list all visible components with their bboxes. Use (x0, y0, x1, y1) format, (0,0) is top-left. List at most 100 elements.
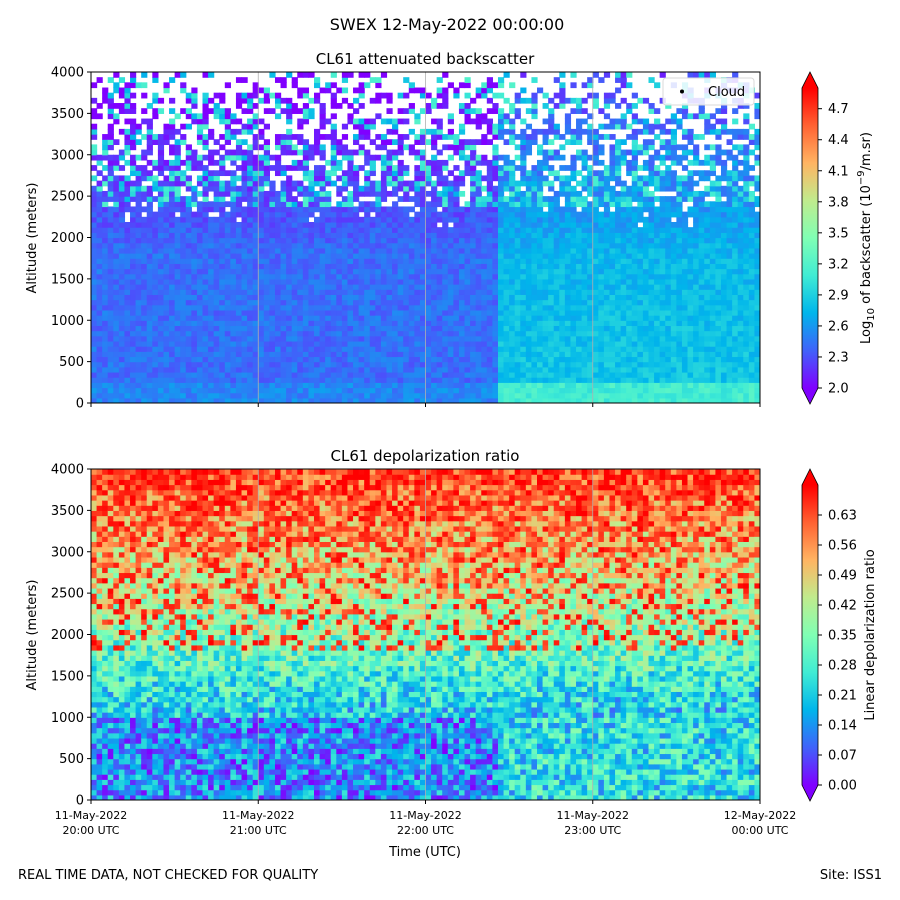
heatmap-cell (269, 278, 276, 285)
heatmap-cell (375, 315, 382, 321)
heatmap-cell (185, 382, 192, 389)
heatmap-cell (386, 118, 393, 125)
heatmap-cell (124, 309, 131, 316)
heatmap-cell (436, 330, 443, 337)
heatmap-cell (375, 284, 382, 290)
heatmap-cell (174, 278, 181, 285)
heatmap-cell (514, 315, 521, 321)
heatmap-cell (247, 304, 254, 311)
heatmap-cell (447, 128, 454, 135)
heatmap-cell (91, 325, 98, 332)
heatmap-cell (497, 253, 505, 259)
heatmap-cell (442, 185, 449, 192)
heatmap-cell (358, 149, 365, 156)
heatmap-cell (436, 340, 443, 347)
heatmap-cell (592, 330, 599, 337)
heatmap-cell (503, 170, 510, 177)
heatmap-cell (353, 366, 360, 373)
heatmap-cell (113, 82, 120, 89)
heatmap-cell (542, 268, 549, 275)
heatmap-cell (325, 273, 332, 280)
heatmap-cell (146, 221, 153, 228)
heatmap-cell (208, 330, 215, 337)
heatmap-cell (559, 325, 566, 332)
heatmap-cell (118, 185, 126, 192)
heatmap-cell (124, 97, 131, 104)
heatmap-cell (408, 103, 415, 109)
heatmap-cell (247, 346, 254, 352)
heatmap-cell (302, 273, 310, 280)
heatmap-cell (458, 289, 466, 295)
heatmap-cell (592, 253, 599, 259)
heatmap-cell (414, 118, 421, 125)
heatmap-cell (570, 299, 577, 306)
heatmap-cell (570, 309, 577, 316)
heatmap-cell (174, 392, 181, 399)
heatmap-cell (570, 335, 577, 342)
heatmap-cell (520, 273, 527, 280)
heatmap-cell (431, 242, 438, 249)
heatmap-cell (280, 108, 287, 114)
heatmap-cell (548, 221, 555, 228)
heatmap-cell (492, 196, 499, 202)
heatmap-cell (325, 320, 332, 327)
heatmap-cell (96, 154, 103, 161)
heatmap-cell (191, 289, 198, 295)
heatmap-cell (235, 154, 243, 161)
heatmap-cell (470, 382, 477, 389)
heatmap-cell (548, 340, 555, 347)
heatmap-cell (542, 346, 549, 352)
heatmap-cell (213, 387, 220, 394)
heatmap-cell (548, 377, 555, 383)
heatmap-cell (286, 216, 293, 223)
heatmap-cell (280, 149, 287, 156)
heatmap-cell (113, 216, 120, 223)
heatmap-cell (135, 190, 142, 197)
heatmap-cell (436, 232, 443, 239)
heatmap-cell (475, 247, 482, 254)
heatmap-cell (397, 346, 404, 352)
heatmap-cell (520, 232, 527, 239)
heatmap-cell (308, 320, 315, 327)
heatmap-cell (447, 82, 454, 89)
heatmap-cell (224, 108, 231, 114)
heatmap-cell (570, 284, 577, 290)
heatmap-cell (252, 201, 259, 208)
heatmap-cell (163, 335, 170, 342)
heatmap-cell (124, 232, 131, 239)
heatmap-cell (570, 216, 577, 223)
heatmap-cell (174, 335, 181, 342)
heatmap-cell (609, 144, 616, 151)
heatmap-cell (152, 392, 159, 399)
heatmap-cell (174, 216, 181, 223)
heatmap-cell (330, 123, 337, 130)
heatmap-cell (163, 227, 170, 233)
heatmap-cell (419, 351, 427, 358)
heatmap-cell (258, 268, 265, 275)
heatmap-cell (386, 206, 393, 213)
heatmap-cell (520, 320, 527, 327)
heatmap-cell (442, 397, 449, 403)
heatmap-cell (464, 201, 471, 208)
heatmap-cell (208, 268, 215, 275)
heatmap-cell (570, 273, 577, 280)
heatmap-cell (96, 221, 103, 228)
heatmap-cell (302, 211, 310, 218)
heatmap-cell (135, 242, 142, 249)
heatmap-cell (531, 128, 538, 135)
heatmap-cell (353, 149, 360, 156)
heatmap-cell (330, 180, 337, 187)
heatmap-cell (163, 87, 170, 94)
heatmap-cell (503, 139, 510, 145)
heatmap-cell (274, 237, 282, 244)
heatmap-cell (375, 325, 382, 332)
heatmap-cell (146, 294, 153, 301)
heatmap-cell (464, 258, 471, 264)
heatmap-cell (548, 118, 555, 125)
heatmap-cell (436, 216, 443, 223)
heatmap-cell (414, 154, 421, 161)
heatmap-cell (130, 330, 137, 337)
heatmap-cell (353, 185, 360, 192)
heatmap-cell (157, 211, 165, 218)
heatmap-cell (553, 196, 560, 202)
